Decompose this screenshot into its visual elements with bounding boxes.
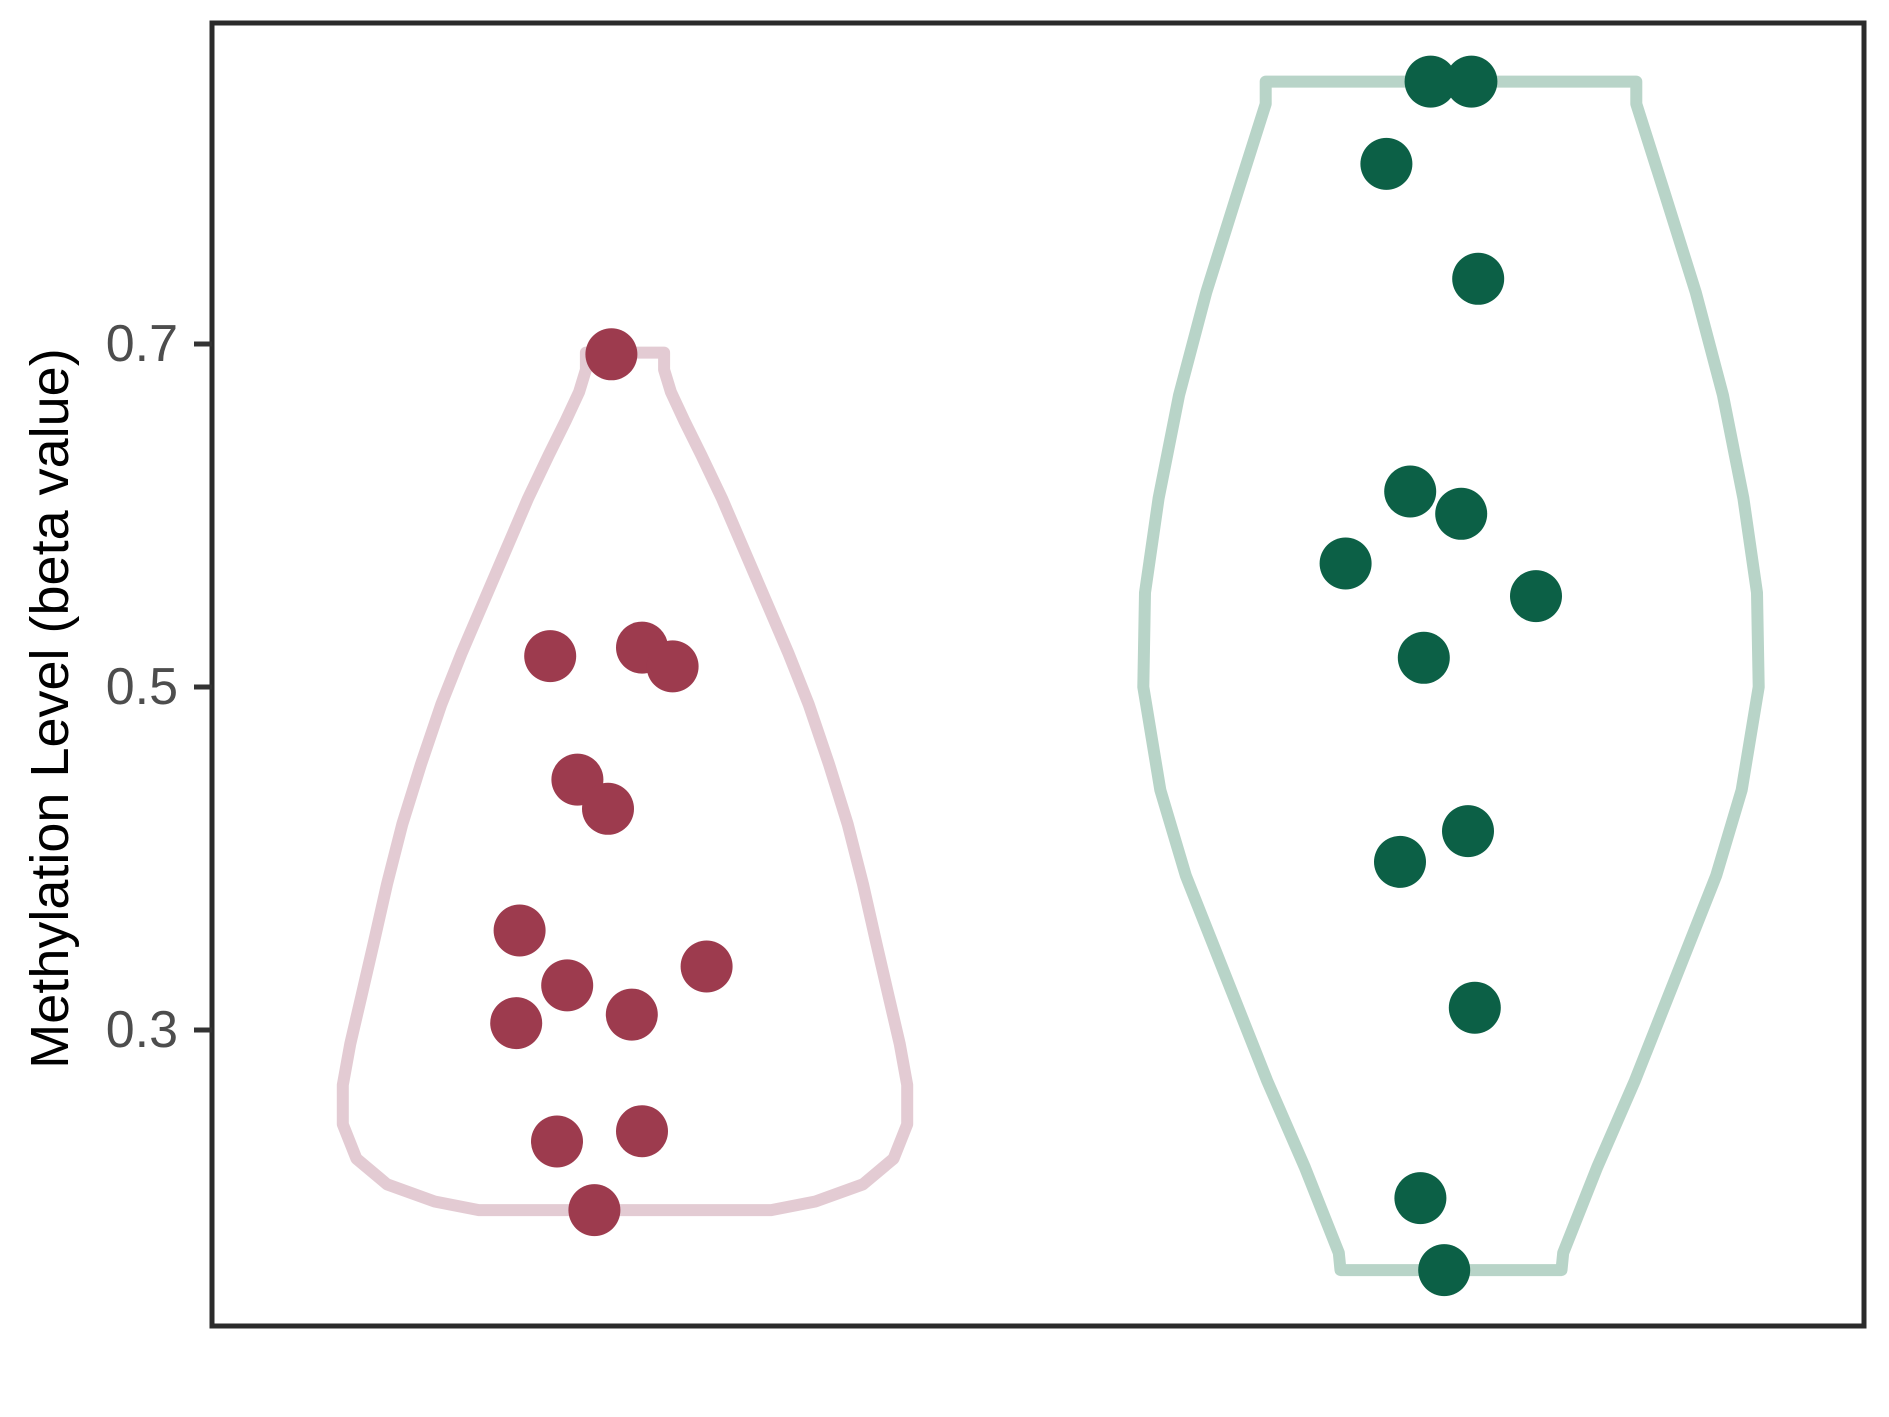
- data-point: [1445, 55, 1498, 108]
- data-point: [1442, 805, 1494, 858]
- violin-shape-group-2: [1137, 75, 1765, 1277]
- data-point: [1448, 981, 1501, 1034]
- data-point: [605, 988, 658, 1041]
- y-axis-tick-label-2: 0.3: [105, 1001, 178, 1059]
- data-point: [1510, 570, 1562, 623]
- data-point: [541, 959, 594, 1012]
- data-point: [524, 630, 577, 683]
- violin-shape-group-1: [336, 346, 914, 1217]
- data-point: [493, 904, 546, 957]
- data-point: [1374, 835, 1426, 888]
- data-point: [1418, 1244, 1471, 1297]
- data-point: [1360, 137, 1413, 190]
- data-point: [531, 1115, 583, 1168]
- data-point: [680, 940, 733, 993]
- data-point: [1394, 1172, 1447, 1225]
- data-point: [568, 1184, 621, 1237]
- data-point: [1435, 487, 1488, 540]
- y-axis-tick-label-0: 0.7: [105, 315, 178, 373]
- data-point: [1404, 55, 1457, 108]
- data-point: [1319, 537, 1372, 590]
- data-point: [1452, 252, 1505, 305]
- data-point: [582, 782, 634, 835]
- data-point: [1384, 465, 1437, 518]
- data-point: [585, 328, 638, 381]
- point-group-1: [490, 328, 733, 1237]
- data-point: [1397, 631, 1450, 684]
- data-point: [646, 640, 699, 693]
- data-point: [616, 1105, 668, 1158]
- point-group-2: [1319, 55, 1562, 1297]
- data-point: [490, 997, 543, 1050]
- y-axis-tick-label-1: 0.5: [105, 658, 178, 716]
